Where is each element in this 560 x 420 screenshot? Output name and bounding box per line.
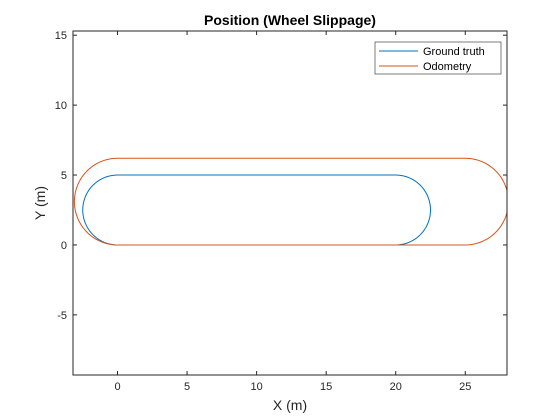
y-tick-label: 15	[55, 30, 67, 42]
x-tick-label: 20	[390, 381, 402, 393]
legend-label-odometry: Odometry	[423, 61, 472, 73]
x-tick-label: 5	[184, 381, 190, 393]
legend: Ground truth Odometry	[374, 41, 502, 75]
chart-title: Position (Wheel Slippage)	[204, 12, 376, 28]
series-line-ground-truth	[82, 174, 431, 246]
legend-label-ground-truth: Ground truth	[423, 46, 485, 58]
y-tick-label: 0	[61, 240, 67, 252]
x-axis-label: X (m)	[273, 397, 307, 413]
x-tick-label: 25	[459, 381, 471, 393]
y-axis-ticks: -5 0 5 10 15	[55, 30, 507, 322]
x-axis-ticks: 0 5 10 15 20 25	[114, 31, 471, 393]
y-tick-label: 10	[55, 100, 67, 112]
x-tick-label: 10	[250, 381, 262, 393]
y-tick-label: 5	[61, 170, 67, 182]
y-tick-label: -5	[57, 310, 67, 322]
series-line-odometry	[73, 157, 507, 246]
plot-series	[73, 157, 507, 246]
axes-box	[72, 30, 508, 376]
x-tick-label: 0	[114, 381, 120, 393]
x-tick-label: 15	[320, 381, 332, 393]
legend-box	[374, 41, 502, 75]
y-axis-label: Y (m)	[32, 186, 48, 220]
